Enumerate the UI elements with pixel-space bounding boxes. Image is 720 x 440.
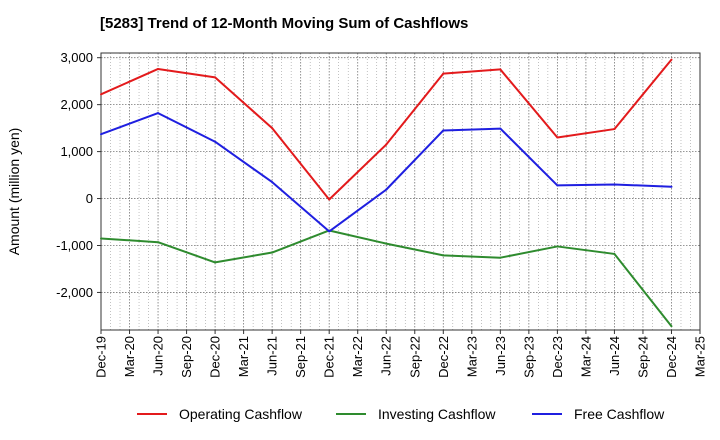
y-tick-label: -2,000 bbox=[56, 285, 93, 300]
y-axis-label: Amount (million yen) bbox=[6, 128, 22, 256]
x-tick-label: Dec-20 bbox=[208, 336, 223, 378]
chart-title: [5283] Trend of 12-Month Moving Sum of C… bbox=[100, 15, 469, 32]
x-tick-label: Sep-23 bbox=[521, 336, 536, 378]
x-tick-label: Mar-20 bbox=[122, 336, 137, 377]
data-point bbox=[157, 241, 160, 244]
x-tick-label: Jun-20 bbox=[151, 336, 166, 376]
line-chart: 3,000 2,000 1,000 0 -1,000 -2,000 Dec-19 Mar-20… bbox=[6, 50, 708, 378]
plot-frame bbox=[100, 52, 701, 331]
legend-label: Free Cashflow bbox=[574, 406, 665, 422]
series-line-2 bbox=[100, 112, 672, 233]
legend-item: Operating Cashflow bbox=[137, 406, 302, 422]
legend-item: Free Cashflow bbox=[532, 406, 664, 422]
data-point bbox=[556, 136, 559, 139]
data-point bbox=[100, 93, 102, 96]
x-tick-label: Dec-21 bbox=[322, 336, 337, 378]
data-point bbox=[328, 230, 331, 233]
data-point bbox=[271, 181, 274, 184]
data-point bbox=[442, 129, 445, 132]
data-point bbox=[328, 198, 331, 201]
x-tick-label: Dec-23 bbox=[550, 336, 565, 378]
data-point bbox=[100, 237, 102, 240]
x-tick-label: Mar-25 bbox=[693, 336, 708, 377]
legend-label: Investing Cashflow bbox=[378, 406, 496, 422]
x-tick-label: Jun-21 bbox=[265, 336, 280, 376]
legend: Operating Cashflow Investing Cashflow Free… bbox=[0, 406, 720, 426]
x-tick-label: Mar-22 bbox=[350, 336, 365, 377]
data-point bbox=[499, 68, 502, 71]
data-point bbox=[214, 261, 217, 264]
legend-swatch bbox=[336, 413, 366, 415]
x-tick-label: Jun-22 bbox=[379, 336, 394, 376]
x-tick-label: Sep-21 bbox=[293, 336, 308, 378]
legend-item: Investing Cashflow bbox=[336, 406, 496, 422]
data-point bbox=[613, 128, 616, 131]
data-point bbox=[385, 188, 388, 191]
legend-swatch bbox=[532, 413, 562, 415]
data-point bbox=[613, 183, 616, 186]
data-point bbox=[385, 242, 388, 245]
x-tick-label: Dec-24 bbox=[664, 336, 679, 378]
data-point bbox=[100, 133, 102, 136]
y-tick-label: 0 bbox=[86, 191, 93, 206]
y-tick-label: 3,000 bbox=[60, 50, 93, 65]
legend-label: Operating Cashflow bbox=[179, 406, 302, 422]
data-point bbox=[613, 252, 616, 255]
x-tick-label: Dec-22 bbox=[436, 336, 451, 378]
data-point bbox=[271, 127, 274, 130]
y-tick-label: 2,000 bbox=[60, 97, 93, 112]
x-tick-label: Jun-24 bbox=[607, 336, 622, 376]
x-tick-label: Sep-20 bbox=[179, 336, 194, 378]
data-point bbox=[442, 254, 445, 257]
data-point bbox=[499, 256, 502, 259]
data-point bbox=[385, 143, 388, 146]
data-point bbox=[157, 112, 160, 115]
x-tick-label: Sep-24 bbox=[635, 336, 650, 378]
legend-swatch bbox=[137, 413, 167, 415]
data-point bbox=[214, 76, 217, 79]
data-point bbox=[670, 185, 673, 188]
x-tick-label: Mar-23 bbox=[464, 336, 479, 377]
data-point bbox=[670, 325, 673, 328]
x-tick-label: Sep-22 bbox=[407, 336, 422, 378]
data-point bbox=[499, 127, 502, 130]
data-point bbox=[442, 72, 445, 75]
data-point bbox=[556, 245, 559, 248]
data-point bbox=[271, 251, 274, 254]
x-tick-label: Jun-23 bbox=[493, 336, 508, 376]
data-point bbox=[214, 140, 217, 143]
y-tick-label: 1,000 bbox=[60, 144, 93, 159]
x-tick-label: Mar-21 bbox=[236, 336, 251, 377]
x-tick-label: Mar-24 bbox=[578, 336, 593, 377]
x-tick-label: Dec-19 bbox=[94, 336, 109, 378]
data-point bbox=[670, 58, 673, 61]
y-tick-label: -1,000 bbox=[56, 238, 93, 253]
data-point bbox=[556, 184, 559, 187]
data-point bbox=[157, 67, 160, 70]
